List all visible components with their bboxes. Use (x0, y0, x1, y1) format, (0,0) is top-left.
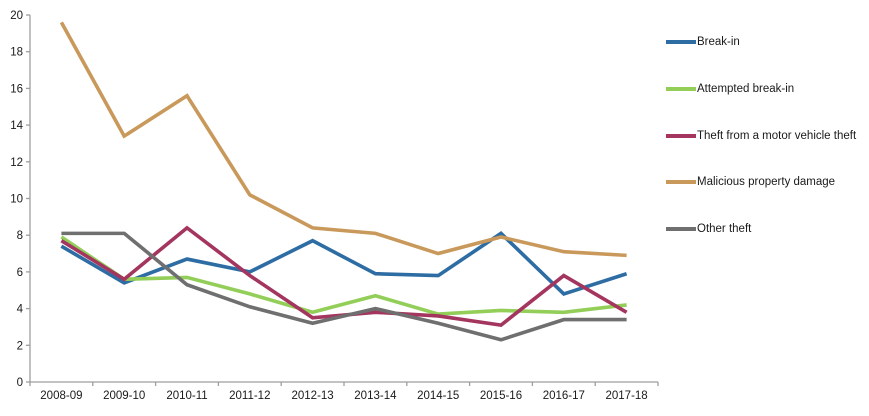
legend-item: Malicious property damage (666, 176, 835, 188)
x-axis-tick-label: 2017-18 (605, 390, 647, 402)
x-axis-tick-label: 2016-17 (543, 390, 585, 402)
series-line-malicious-property-damage (59, 21, 627, 258)
legend-swatch-icon (666, 133, 696, 138)
x-axis-tick-label: 2009-10 (103, 390, 145, 402)
legend-label: Malicious property damage (697, 176, 836, 189)
series-line-other-theft (61, 231, 627, 342)
y-axis-tick-label: 8 (17, 230, 23, 242)
x-axis-tick-label: 2011-12 (229, 390, 270, 402)
y-axis-tick-label: 16 (10, 83, 23, 95)
x-axis-tick-label: 2013-14 (354, 390, 397, 402)
x-axis-tick-label: 2014-15 (417, 390, 459, 402)
legend-item: Attempted break-in (666, 83, 794, 95)
y-axis-tick-label: 20 (10, 10, 23, 22)
legend-label: Other theft (697, 223, 752, 236)
legend-item: Other theft (666, 223, 751, 235)
legend-swatch-icon (666, 40, 696, 44)
y-axis-tick-label: 2 (17, 340, 23, 352)
y-axis-tick-label: 14 (10, 120, 23, 132)
legend: Break-in Attempted break-in Theft from a m… (666, 0, 866, 416)
x-axis-tick-label: 2010-11 (166, 390, 207, 402)
x-axis-tick-label: 2008-09 (40, 390, 82, 402)
y-axis-tick-label: 4 (17, 304, 24, 316)
x-axis-tick-label: 2015-16 (480, 390, 522, 402)
y-axis-tick-label: 0 (17, 377, 23, 389)
y-axis-tick-label: 10 (10, 194, 23, 206)
y-axis-tick-label: 18 (10, 47, 23, 59)
legend-swatch-icon (666, 180, 696, 185)
legend-item: Theft from a motor vehicle theft (666, 130, 856, 142)
legend-item: Break-in (666, 36, 740, 48)
series-line-attempted-break-in (60, 235, 627, 316)
legend-label: Break-in (697, 36, 740, 48)
y-axis-tick-label: 6 (17, 267, 23, 279)
legend-swatch-icon (666, 86, 696, 91)
legend-label: Attempted break-in (697, 82, 795, 95)
x-axis-tick-label: 2012-13 (291, 390, 333, 402)
legend-label: Theft from a motor vehicle theft (697, 129, 857, 142)
legend-swatch-icon (666, 227, 696, 232)
y-axis-tick-label: 12 (10, 157, 23, 169)
series-line-break-in (60, 231, 628, 296)
